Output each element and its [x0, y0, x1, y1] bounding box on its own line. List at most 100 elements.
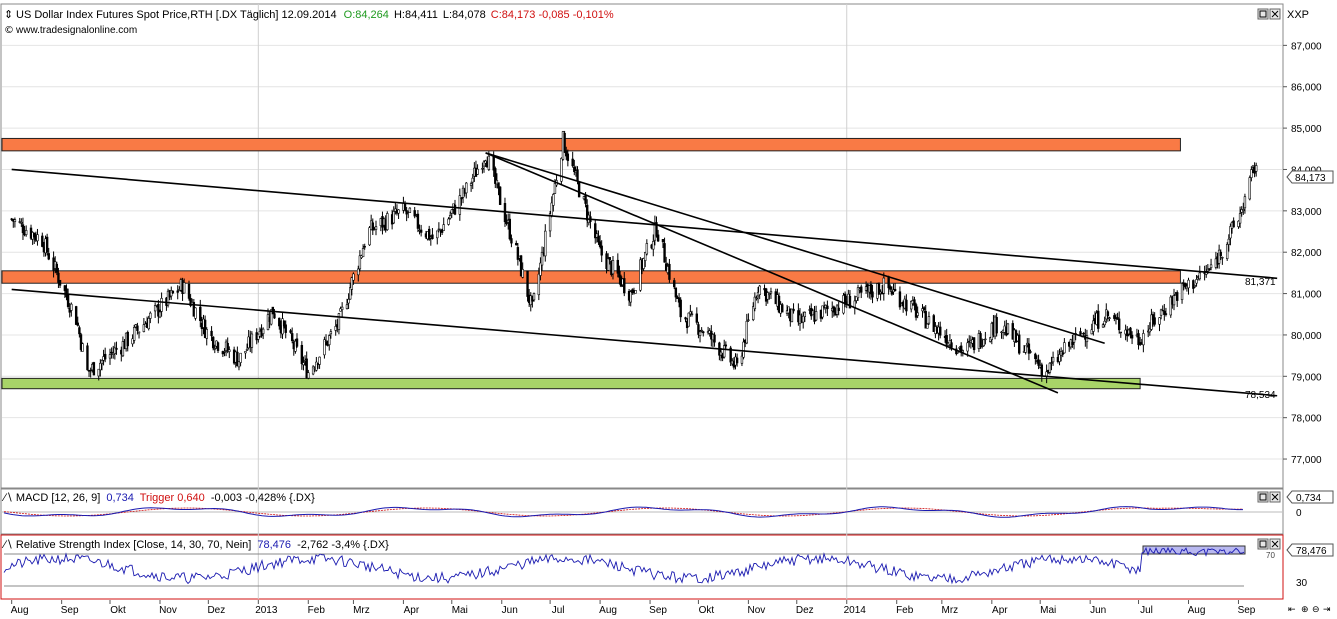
candle — [939, 321, 942, 339]
candle — [1159, 308, 1163, 320]
x-tick-label: Aug — [1188, 605, 1206, 616]
candle — [323, 336, 326, 359]
grid — [2, 4, 1282, 599]
candle — [361, 244, 365, 258]
candle — [394, 202, 397, 215]
main-panel-controls[interactable] — [1257, 8, 1281, 20]
candle — [1061, 349, 1064, 358]
candle — [1251, 164, 1255, 173]
rsi-panel-controls[interactable] — [1257, 538, 1281, 550]
candle — [984, 331, 987, 345]
candle — [65, 284, 68, 301]
candle — [814, 305, 818, 322]
candle — [644, 251, 647, 268]
scroll-left-icon[interactable]: ⇤ — [1288, 605, 1296, 615]
last-price-badge: 84,173 — [1286, 170, 1334, 184]
candle — [758, 284, 761, 300]
candle — [250, 331, 254, 354]
candle — [345, 298, 349, 310]
candle — [769, 287, 773, 299]
candle — [623, 271, 626, 297]
candle — [157, 299, 160, 324]
macd-panel-controls[interactable] — [1257, 491, 1281, 503]
x-tick-label: Nov — [747, 605, 765, 616]
candle — [86, 342, 89, 371]
candle — [914, 302, 918, 321]
candle — [481, 162, 484, 174]
zoom-controls[interactable]: ⇤ ⊕ ⊖ ⇥ — [1288, 605, 1331, 615]
candle — [100, 359, 104, 371]
candle — [223, 348, 226, 357]
candle — [76, 316, 79, 327]
candle — [1006, 322, 1010, 335]
candle — [1184, 282, 1187, 290]
last-price-label: 84,173 — [1295, 173, 1326, 184]
candle — [431, 228, 434, 240]
zone-support — [1, 377, 1141, 390]
scroll-right-icon[interactable]: ⇥ — [1323, 605, 1331, 615]
macd-maximize-button[interactable] — [1257, 491, 1269, 503]
candle — [1113, 312, 1116, 322]
rsi-title: Relative Strength Index [Close, 14, 30, … — [16, 539, 251, 551]
candle — [945, 328, 948, 349]
rsi-value-badge: 78,476 — [1286, 543, 1334, 557]
zoom-in-icon[interactable]: ⊕ — [1301, 605, 1309, 615]
zoom-out-icon[interactable]: ⊖ — [1312, 605, 1320, 615]
candle — [166, 288, 170, 308]
candle — [282, 320, 286, 329]
high-value: H:84,411 — [394, 9, 438, 21]
candle — [932, 313, 935, 332]
maximize-button[interactable] — [1257, 8, 1269, 20]
x-tick-label: Mai — [452, 605, 468, 616]
candle — [1187, 277, 1190, 295]
candle — [58, 279, 62, 288]
candle — [36, 228, 39, 246]
candle — [160, 292, 163, 317]
candle — [606, 253, 610, 271]
candle — [205, 327, 208, 346]
candle — [153, 302, 157, 318]
candle — [1029, 349, 1032, 354]
candle — [447, 217, 450, 226]
candle — [374, 220, 378, 236]
candle — [766, 291, 769, 304]
macd-title: MACD [12, 26, 9] — [16, 492, 100, 504]
candle — [652, 234, 655, 257]
candle — [311, 365, 315, 376]
candle — [149, 311, 152, 324]
candle — [755, 295, 758, 301]
candle — [81, 342, 84, 352]
x-tick-label: Sep — [649, 605, 667, 616]
candle — [1225, 242, 1229, 261]
macd-maximize-icon — [1259, 493, 1267, 501]
candle — [979, 331, 982, 349]
candle — [469, 181, 473, 192]
svg-text:US Dollar Index Futures Spot P: US Dollar Index Futures Spot Price,RTH [… — [16, 9, 614, 21]
candle — [1148, 322, 1152, 336]
candle — [1103, 316, 1106, 328]
rsi-maximize-button[interactable] — [1257, 538, 1269, 550]
candle — [1164, 307, 1168, 317]
candle — [1119, 331, 1122, 338]
candle — [295, 333, 299, 348]
candle — [790, 308, 794, 323]
candle — [20, 218, 23, 227]
candle — [476, 164, 479, 175]
candle — [386, 211, 389, 231]
candle — [289, 328, 292, 334]
candle — [1117, 311, 1121, 334]
candle — [1153, 312, 1156, 327]
candle — [1232, 217, 1235, 228]
candle — [1106, 310, 1110, 322]
x-tick-label: Sep — [1238, 605, 1256, 616]
candle — [1024, 345, 1027, 355]
rsi-70-label: 70 — [1266, 551, 1275, 560]
candle — [18, 217, 21, 224]
candle — [1208, 268, 1211, 271]
candle — [1034, 352, 1037, 365]
x-tick-label: Okt — [699, 605, 715, 616]
macd-line — [3, 506, 1243, 518]
candle — [1237, 220, 1240, 229]
trendlines — [11, 152, 1278, 397]
